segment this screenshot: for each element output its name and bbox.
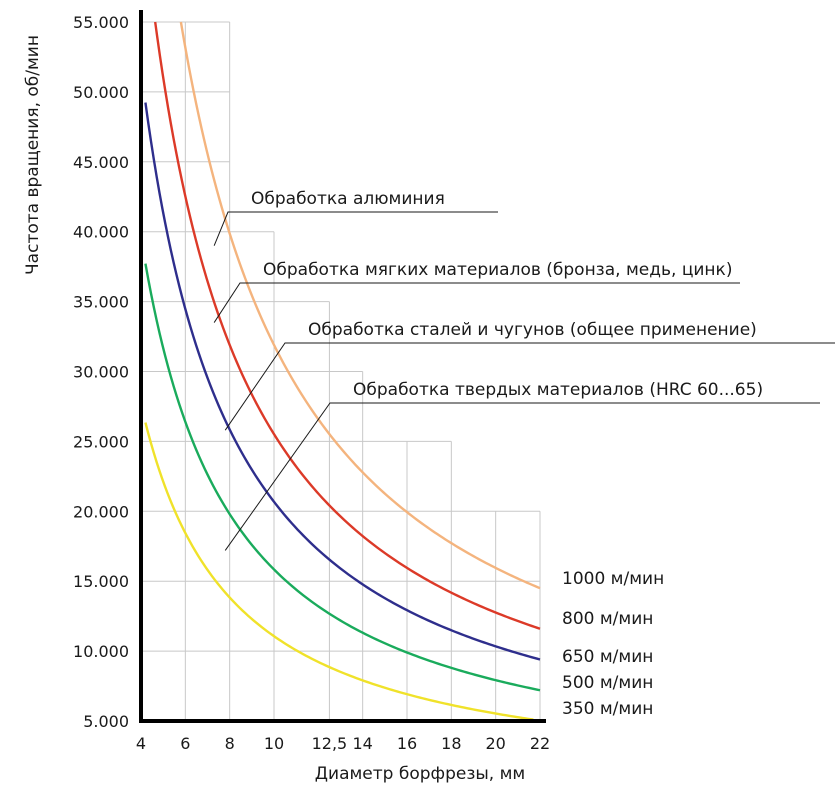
x-tick-label: 16 (397, 734, 417, 753)
series-label: 1000 м/мин (562, 569, 664, 589)
annotation-label: Обработка твердых материалов (HRC 60...6… (353, 380, 763, 400)
y-tick-label: 50.000 (73, 83, 129, 102)
y-tick-label: 40.000 (73, 223, 129, 242)
x-tick-label: 8 (225, 734, 235, 753)
axes (139, 10, 546, 723)
annotation-leader (224, 402, 820, 551)
y-tick-label: 55.000 (73, 13, 129, 32)
annotation-leader (224, 342, 835, 431)
speed-labels: 1000 м/мин 800 м/мин 650 м/мин 500 м/мин 350… (562, 569, 664, 719)
y-tick-label: 35.000 (73, 293, 129, 312)
x-tick-label: 6 (180, 734, 190, 753)
x-tick-label: 12,5 (312, 734, 348, 753)
series-label: 650 м/мин (562, 647, 653, 667)
x-tick-label: 10 (264, 734, 284, 753)
y-tick-label: 5.000 (83, 712, 129, 731)
y-tick-label: 30.000 (73, 363, 129, 382)
x-tick-label: 22 (530, 734, 550, 753)
series-line (144, 263, 541, 692)
series-label: 350 м/мин (562, 699, 653, 719)
series-label: 500 м/мин (562, 673, 653, 693)
annotation-leader (213, 282, 740, 323)
series-line (144, 102, 541, 661)
series-line (144, 422, 534, 721)
y-tick-label: 10.000 (73, 642, 129, 661)
series-line (179, 21, 541, 590)
annotation-label: Обработка алюминия (251, 189, 445, 209)
x-tick-label: 14 (352, 734, 372, 753)
x-tick-label: 20 (485, 734, 505, 753)
x-tick-label: 4 (136, 734, 146, 753)
annotation-leader (213, 211, 498, 246)
y-tick-label: 20.000 (73, 502, 129, 521)
grid (141, 21, 541, 721)
y-tick-label: 25.000 (73, 432, 129, 451)
x-tick-label: 18 (441, 734, 461, 753)
y-tick-label: 45.000 (73, 153, 129, 172)
tick-labels: 4 6 8 10 12,5 14 16 18 20 22 5.000 10.000 15.000 20.0… (73, 13, 550, 753)
series-layer (144, 21, 541, 721)
annotations: Обработка алюминия Обработка мягких матер… (213, 189, 835, 551)
y-tick-label: 15.000 (73, 572, 129, 591)
series-label: 800 м/мин (562, 609, 653, 629)
annotation-label: Обработка мягких материалов (бронза, мед… (263, 260, 732, 280)
y-axis-title: Частота вращения, об/мин (23, 35, 43, 275)
x-axis-title: Диаметр борфрезы, мм (315, 764, 526, 784)
annotation-label: Обработка сталей и чугунов (общее примен… (308, 320, 757, 340)
